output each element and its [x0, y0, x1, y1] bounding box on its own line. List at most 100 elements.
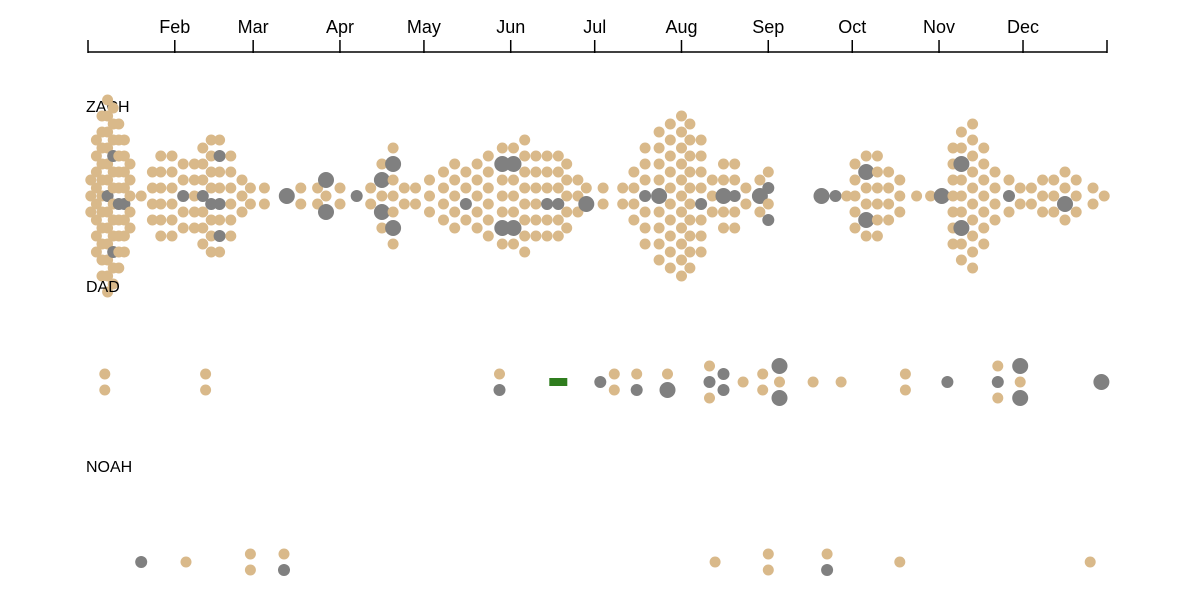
- dot-tan: [166, 166, 178, 178]
- dot-tan: [118, 134, 130, 146]
- dot-gray: [494, 220, 511, 236]
- dot-tan: [684, 134, 696, 146]
- dot-tan: [628, 198, 640, 210]
- dot-tan: [205, 150, 217, 162]
- dot-tan: [188, 222, 200, 234]
- x-tick-label: Nov: [923, 17, 955, 37]
- dot-tan: [278, 548, 290, 560]
- dot-gray: [594, 376, 607, 388]
- dot-tan: [118, 166, 130, 178]
- dot-tan: [244, 182, 256, 194]
- dot-gray: [213, 198, 226, 210]
- dot-tan: [376, 190, 388, 202]
- dot-tan: [871, 230, 883, 242]
- dot-gray: [118, 198, 131, 210]
- dot-tan: [899, 384, 911, 396]
- dot-tan: [821, 548, 833, 560]
- dot-tan: [541, 166, 553, 178]
- dot-tan: [214, 214, 226, 226]
- dot-tan: [90, 214, 102, 226]
- dot-tan: [737, 376, 749, 388]
- dot-tan: [684, 118, 696, 130]
- x-tick-label: Feb: [159, 17, 190, 37]
- dot-tan: [706, 190, 718, 202]
- dot-tan: [883, 182, 895, 194]
- dot-tan: [664, 166, 676, 178]
- dot-gray: [858, 212, 875, 228]
- dot-tan: [849, 222, 861, 234]
- dot-gray: [829, 190, 842, 202]
- dot-tan: [978, 222, 990, 234]
- dot-tan: [258, 182, 270, 194]
- dot-tan: [519, 182, 531, 194]
- dot-tan: [684, 262, 696, 274]
- dot-tan: [955, 126, 967, 138]
- dot-tan: [155, 182, 167, 194]
- dot-tan: [460, 182, 472, 194]
- dot-tan: [449, 190, 461, 202]
- dot-tan: [1014, 376, 1026, 388]
- dot-tan: [530, 214, 542, 226]
- dot-tan: [295, 198, 307, 210]
- dot-tan: [664, 150, 676, 162]
- dot-tan: [552, 166, 564, 178]
- dot-tan: [628, 214, 640, 226]
- dot-tan: [180, 556, 192, 568]
- dot-tan: [244, 198, 256, 210]
- dot-tan: [860, 182, 872, 194]
- dot-tan: [925, 190, 937, 202]
- dot-tan: [967, 150, 979, 162]
- dot-tan: [496, 238, 508, 250]
- dot-tan: [653, 222, 665, 234]
- dot-tan: [508, 238, 519, 250]
- dot-tan: [653, 142, 665, 154]
- dot-tan: [376, 158, 388, 170]
- dot-tan: [676, 254, 687, 266]
- dot-tan: [631, 368, 643, 380]
- dot-tan: [871, 182, 883, 194]
- dot-tan: [449, 206, 461, 218]
- dot-tan: [387, 238, 399, 250]
- dot-gray: [196, 190, 209, 202]
- dot-tan: [676, 110, 687, 122]
- dot-tan: [214, 182, 226, 194]
- dot-tan: [146, 182, 158, 194]
- dot-tan: [552, 182, 564, 194]
- dot-gray: [717, 368, 730, 380]
- dot-tan: [762, 564, 774, 576]
- dot-tan: [519, 134, 531, 146]
- dot-tan: [684, 246, 696, 258]
- dot-gray: [651, 188, 668, 204]
- dot-gray: [695, 198, 708, 210]
- dot-tan: [684, 230, 696, 242]
- dot-tan: [541, 214, 553, 226]
- dot-tan: [541, 230, 553, 242]
- dot-tan: [177, 174, 189, 186]
- dot-gray: [941, 376, 954, 388]
- dot-tan: [107, 102, 119, 114]
- dot-tan: [639, 142, 651, 154]
- dot-tan: [947, 174, 959, 186]
- dot-tan: [410, 198, 421, 210]
- dot-tan: [653, 174, 665, 186]
- dot-tan: [947, 190, 959, 202]
- dot-tan: [676, 238, 687, 250]
- dot-gray: [933, 188, 950, 204]
- dot-tan: [947, 206, 959, 218]
- dot-tan: [894, 190, 906, 202]
- dot-tan: [438, 166, 449, 178]
- dot-tan: [197, 142, 209, 154]
- dot-tan: [155, 230, 167, 242]
- dot-tan: [955, 190, 967, 202]
- dot-tan: [774, 376, 785, 388]
- dot-tan: [729, 174, 741, 186]
- dot-tan: [1059, 182, 1071, 194]
- dot-tan: [860, 230, 872, 242]
- dot-tan: [118, 230, 130, 242]
- dot-tan: [236, 206, 248, 218]
- dot-tan: [424, 206, 435, 218]
- dot-tan: [676, 126, 687, 138]
- dot-tan: [124, 158, 136, 170]
- dot-tan: [205, 182, 217, 194]
- dot-tan: [894, 174, 906, 186]
